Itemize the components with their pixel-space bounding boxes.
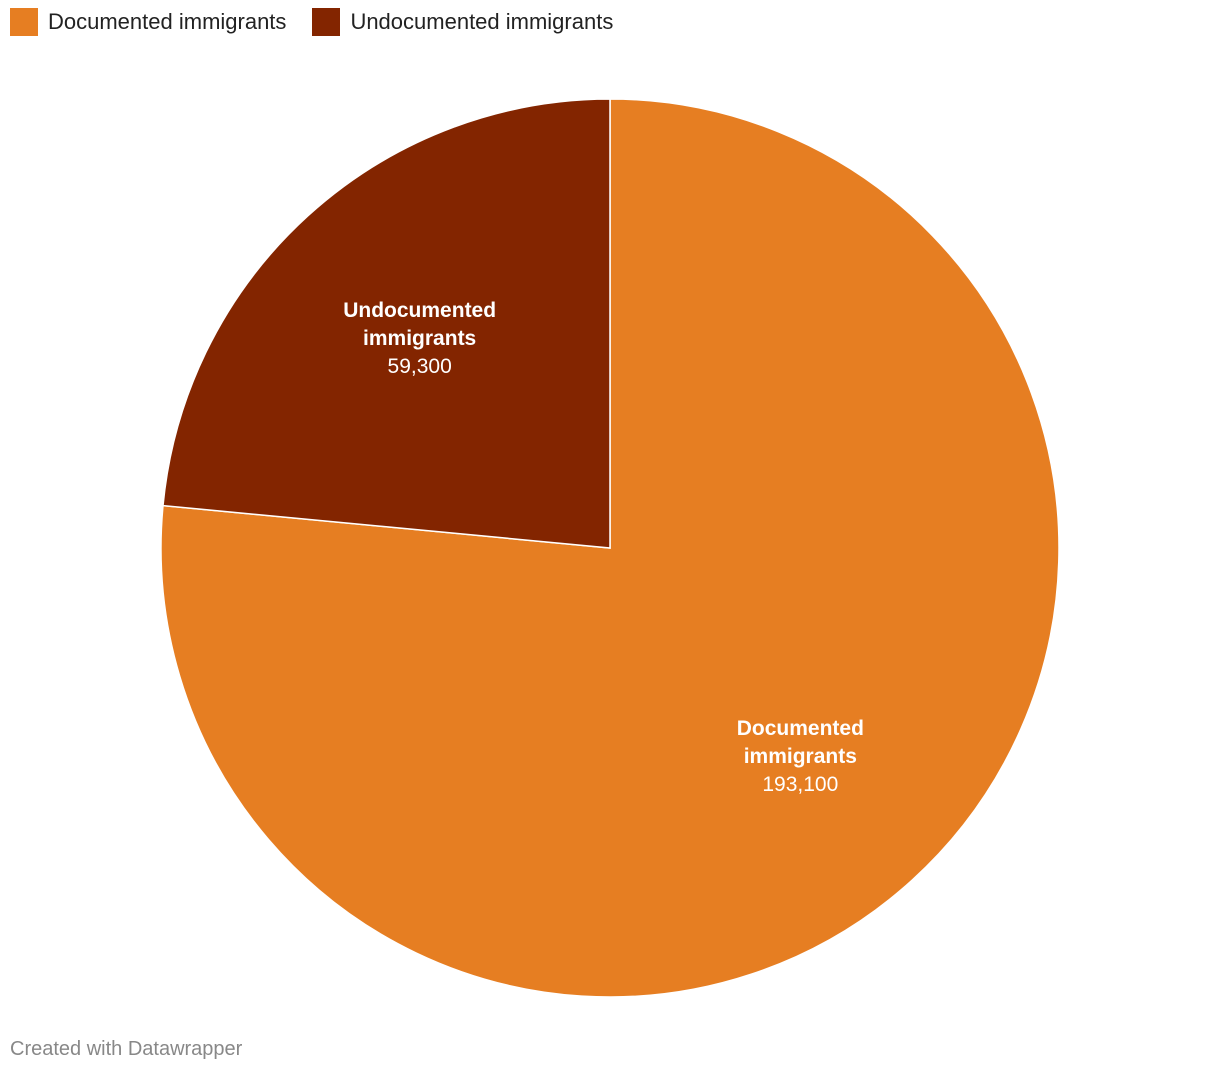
legend: Documented immigrants Undocumented immigr… (10, 8, 613, 36)
credit: Created with Datawrapper (10, 1038, 243, 1060)
slice-label: Documented immigrants 193,100 (700, 715, 900, 799)
slice-category: Undocumented immigrants (343, 298, 497, 350)
slice-category: Documented immigrants (736, 717, 864, 769)
legend-item: Undocumented immigrants (312, 8, 613, 36)
slice-value: 193,100 (762, 773, 839, 797)
legend-swatch (312, 8, 341, 36)
legend-label: Documented immigrants (48, 9, 287, 34)
pie-slice (162, 98, 611, 549)
slice-label: Undocumented immigrants 59,300 (320, 297, 520, 381)
legend-item: Documented immigrants (10, 8, 286, 36)
legend-swatch (10, 8, 38, 36)
legend-label: Undocumented immigrants (350, 9, 614, 34)
slice-value: 59,300 (387, 354, 452, 378)
